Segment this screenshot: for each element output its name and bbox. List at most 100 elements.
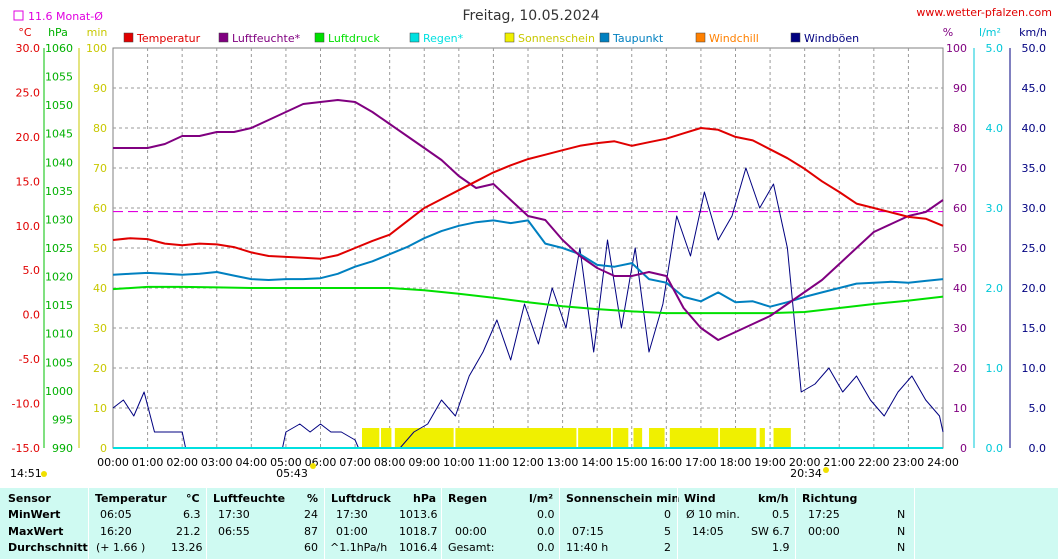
series-layer — [112, 99, 944, 449]
wind-axis-tick-label: 5.0 — [1029, 402, 1047, 415]
sunrise-sun-icon — [310, 463, 316, 469]
x-tick-label: 08:00 — [374, 456, 406, 469]
temperature-axis-unit-label: °C — [18, 26, 32, 39]
sunshine-bar — [759, 428, 765, 448]
chart-svg: 00:00 01:00 02:00 03:00 04:00 05:00 06:00 07:00… — [10, 6, 1052, 480]
sunshine-header: Sonnenschein min — [566, 492, 680, 505]
wind-header: Wind — [684, 492, 716, 505]
pressure-axis-tick-label: 1015 — [45, 299, 73, 312]
pressure-avg-value: 1016.4 — [399, 541, 438, 554]
rain-axis-tick-label: 0.0 — [986, 442, 1004, 455]
x-tick-label: 11:00 — [478, 456, 510, 469]
humidity-axis-tick-label: 70 — [953, 162, 967, 175]
wind-axis-tick-label: 40.0 — [1022, 122, 1047, 135]
pressure-axis-tick-label: 1035 — [45, 185, 73, 198]
temperature-axis-tick-label: 0.0 — [23, 309, 41, 322]
rain-axis-tick-label: 3.0 — [986, 202, 1004, 215]
humidity-axis-tick-label: 50 — [953, 242, 967, 255]
pressure-axis-tick-label: 1045 — [45, 128, 73, 141]
pressure-line — [112, 285, 944, 315]
sunshine-bar — [669, 428, 719, 448]
humidity-max-time: 06:55 — [218, 525, 250, 538]
legend-swatch — [695, 32, 706, 43]
chart-annotations: Freitag, 10.05.2024 www.wetter-pfalzen.c… — [10, 6, 1052, 480]
legend-swatch — [504, 32, 515, 43]
site-link[interactable]: www.wetter-pfalzen.com — [916, 6, 1052, 19]
pressure-axis-tick-label: 1000 — [45, 385, 73, 398]
legend-label: Windchill — [709, 32, 759, 45]
wind-max-time: 14:05 — [692, 525, 724, 538]
temperature-axis-tick-label: 10.0 — [16, 220, 41, 233]
humidity-axis-unit-label: % — [943, 26, 953, 39]
axes: 00:00 01:00 02:00 03:00 04:00 05:00 06:00 07:00… — [12, 26, 1047, 469]
temperature-axis-tick-label: -5.0 — [19, 353, 40, 366]
x-tick-label: 10:00 — [443, 456, 475, 469]
wind-axis-tick-label: 45.0 — [1022, 82, 1047, 95]
temperature-unit: °C — [186, 492, 200, 505]
x-tick-label: 12:00 — [512, 456, 544, 469]
x-tick-label: 17:00 — [685, 456, 717, 469]
dewpoint-line — [112, 219, 944, 308]
x-tick-label: 09:00 — [408, 456, 440, 469]
sunshine-bar — [362, 428, 380, 448]
wind-axis-tick-label: 0.0 — [1029, 442, 1047, 455]
legend-label: Sonnenschein — [518, 32, 595, 45]
temperature-axis-tick-label: 20.0 — [16, 131, 41, 144]
rain-axis-tick-label: 1.0 — [986, 362, 1004, 375]
weather-chart: 00:00 01:00 02:00 03:00 04:00 05:00 06:00 07:00… — [10, 6, 1052, 480]
humidity-min-time: 17:30 — [218, 508, 250, 521]
sunshine-bar — [719, 428, 757, 448]
rain-axis-tick-label: 4.0 — [986, 122, 1004, 135]
legend-label: Regen* — [423, 32, 464, 45]
minutes-axis-tick-label: 80 — [93, 122, 107, 135]
wind-axis-tick-label: 25.0 — [1022, 242, 1047, 255]
sunshine-bar — [773, 428, 791, 448]
x-tick-label: 14:00 — [581, 456, 613, 469]
legend-swatch — [218, 32, 229, 43]
temperature-axis-tick-label: 5.0 — [23, 264, 41, 277]
sunshine-bar — [633, 428, 643, 448]
legend: Temperatur Luftfeuchte* Luftdruck Regen* Son… — [123, 32, 859, 45]
wind-gusts-line — [112, 167, 944, 449]
pressure-axis-tick-label: 1050 — [45, 99, 73, 112]
pressure-axis-tick-label: 990 — [52, 442, 73, 455]
pressure-axis-tick-label: 995 — [52, 413, 73, 426]
pressure-axis-tick-label: 1025 — [45, 242, 73, 255]
temperature-axis-tick-label: -10.0 — [12, 398, 40, 411]
pressure-axis-unit-label: hPa — [48, 26, 68, 39]
minutes-axis-tick-label: 50 — [93, 242, 107, 255]
x-tick-label: 20:00 — [789, 456, 821, 469]
sunshine-max-value: 5 — [664, 525, 671, 538]
statistics-table: Sensor MinWert MaxWert Durchschnitt Temp… — [0, 487, 1058, 559]
wind-axis-tick-label: 30.0 — [1022, 202, 1047, 215]
sunshine-total-hours: 11:40 h — [566, 541, 609, 554]
temperature-axis-tick-label: -15.0 — [12, 442, 40, 455]
x-tick-label: 02:00 — [166, 456, 198, 469]
wind-axis-tick-label: 15.0 — [1022, 322, 1047, 335]
pressure-axis-tick-label: 1060 — [45, 42, 73, 55]
sunshine-bar — [612, 428, 629, 448]
rain-axis-tick-label: 5.0 — [986, 42, 1004, 55]
x-tick-label: 05:00 — [270, 456, 302, 469]
pressure-trend: ^1.1hPa/h — [330, 541, 388, 554]
sunshine-bar — [455, 428, 577, 448]
rain-header: Regen — [448, 492, 488, 505]
temperature-trend: (+ 1.66 ) — [96, 541, 146, 554]
x-tick-label: 07:00 — [339, 456, 371, 469]
pressure-axis-tick-label: 1030 — [45, 213, 73, 226]
direction-max-value: N — [897, 525, 906, 538]
wind-axis-unit-label: km/h — [1019, 26, 1047, 39]
humidity-axis-tick-label: 100 — [946, 42, 967, 55]
rain-total-value: 0.0 — [537, 541, 555, 554]
humidity-axis-tick-label: 80 — [953, 122, 967, 135]
rain-total-label: Gesamt: — [448, 541, 495, 554]
legend-swatch — [599, 32, 610, 43]
minutes-axis-tick-label: 0 — [100, 442, 107, 455]
humidity-header: Luftfeuchte — [213, 492, 286, 505]
rain-unit: l/m² — [529, 492, 554, 505]
legend-swatch — [314, 32, 325, 43]
minutes-axis-unit-label: min — [87, 26, 108, 39]
current-sun-icon — [41, 471, 47, 477]
pressure-min-value: 1013.6 — [399, 508, 438, 521]
temperature-avg-value: 13.26 — [171, 541, 203, 554]
